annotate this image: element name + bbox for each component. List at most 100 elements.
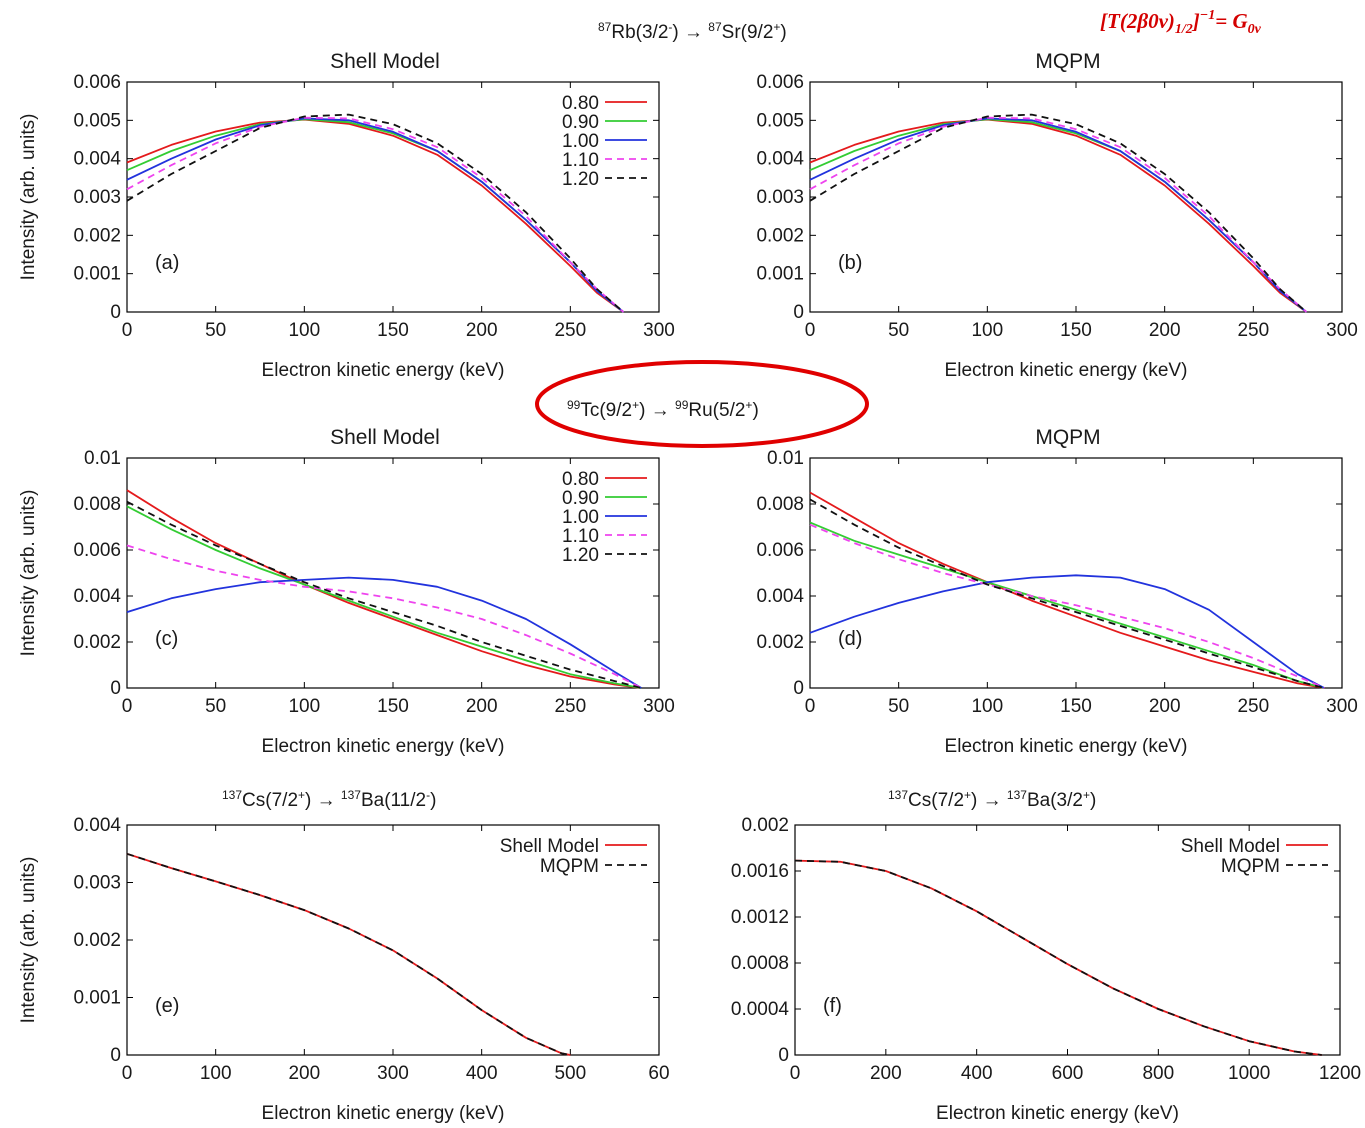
x-tick-label: 400	[466, 1063, 498, 1084]
series-line-0-90	[126, 118, 625, 313]
series-line-0-80	[126, 118, 625, 313]
y-tick-label: 0.001	[73, 264, 121, 285]
y-tick-label: 0.003	[73, 187, 121, 208]
x-tick-label: 200	[466, 696, 498, 717]
x-tick-label: 200	[466, 320, 498, 341]
legend-label: 0.80	[562, 469, 599, 490]
y-tick-label: 0	[110, 302, 121, 323]
series-line-0-90	[126, 505, 642, 689]
header-equation: [T(2β0ν)1/2]−1= G0ν	[1100, 8, 1262, 37]
y-tick-label: 0.0012	[731, 907, 789, 928]
y-tick-label: 0	[110, 1045, 121, 1066]
legend-label: 1.00	[562, 507, 599, 528]
x-tick-label: 200	[870, 1063, 902, 1084]
series-line-1-20	[809, 498, 1325, 689]
y-axis-label: Intensity (arb. units)	[18, 114, 39, 281]
panel-label: (c)	[155, 628, 178, 650]
panel-label: (b)	[838, 252, 862, 274]
transition-label-tc-ru: 99Tc(9/2+) → 99Ru(5/2+)	[567, 398, 759, 421]
plot-frame	[809, 81, 1343, 313]
x-tick-label: 0	[790, 1063, 801, 1084]
x-tick-label: 50	[205, 696, 226, 717]
x-tick-label: 50	[888, 696, 909, 717]
y-tick-label: 0.001	[73, 988, 121, 1009]
x-tick-label: 300	[643, 320, 675, 341]
series-line-mqpm	[794, 859, 1322, 1056]
y-tick-label: 0.002	[756, 632, 804, 653]
x-tick-label: 100	[971, 320, 1003, 341]
x-tick-label: 0	[122, 696, 133, 717]
x-axis-label: Electron kinetic energy (keV)	[262, 360, 505, 381]
panel-b: 0 50 100 150 200 250 300 0 0.001 0.002 0.003 0.004 0…	[756, 50, 1357, 381]
y-tick-label: 0.004	[73, 149, 121, 170]
chart-title: MQPM	[1035, 50, 1100, 73]
legend-label: 0.80	[562, 93, 599, 114]
x-tick-label: 100	[288, 696, 320, 717]
panel-f: 0 200 400 600 800 1000 1200 0 0.0004 0.0008 0.0012…	[731, 815, 1361, 1124]
y-axis-label: Intensity (arb. units)	[18, 857, 39, 1024]
y-tick-label: 0.0008	[731, 953, 789, 974]
series-line-1-00	[809, 117, 1308, 313]
x-tick-label: 1200	[1319, 1063, 1361, 1084]
y-tick-label: 0.003	[73, 873, 121, 894]
legend-label: 0.90	[562, 488, 599, 509]
chart-title: Shell Model	[330, 426, 440, 449]
series-line-0-90	[809, 118, 1308, 313]
x-tick-label: 500	[554, 1063, 586, 1084]
x-tick-label: 300	[1326, 696, 1358, 717]
y-tick-label: 0	[778, 1045, 789, 1066]
x-tick-label: 150	[1060, 320, 1092, 341]
series-line-1-10	[126, 544, 642, 689]
y-tick-label: 0.008	[73, 494, 121, 515]
y-tick-label: 0.006	[756, 540, 804, 561]
y-tick-label: 0.002	[73, 632, 121, 653]
series-line-0-80	[126, 489, 642, 689]
x-tick-label: 800	[1142, 1063, 1174, 1084]
plot-frame	[794, 824, 1341, 1056]
y-tick-label: 0	[793, 302, 804, 323]
y-axis-label: Intensity (arb. units)	[18, 490, 39, 657]
panel-d: 0 50 100 150 200 250 300 0 0.002 0.004 0.006 0.008 0…	[756, 426, 1357, 757]
series-line-mqpm	[126, 852, 571, 1056]
transition-label-cs-ba-3: 137Cs(7/2+) → 137Ba(3/2+)	[888, 788, 1096, 811]
y-tick-label: 0.004	[756, 149, 804, 170]
x-tick-label: 100	[288, 320, 320, 341]
x-tick-label: 150	[1060, 696, 1092, 717]
x-tick-label: 0	[122, 1063, 133, 1084]
x-tick-label: 50	[888, 320, 909, 341]
series-line-shell-model	[126, 852, 571, 1056]
legend-label: MQPM	[1221, 856, 1280, 877]
y-tick-label: 0.006	[73, 540, 121, 561]
legend-label: 1.10	[562, 150, 599, 171]
series-line-1-20	[126, 113, 625, 313]
x-tick-label: 250	[1237, 320, 1269, 341]
legend-label: 1.20	[562, 169, 599, 190]
legend-label: Shell Model	[500, 836, 599, 857]
y-tick-label: 0.004	[756, 586, 804, 607]
series-line-1-10	[809, 523, 1325, 689]
y-tick-label: 0.002	[73, 930, 121, 951]
x-tick-label: 0	[805, 320, 816, 341]
y-tick-label: 0.01	[767, 448, 804, 469]
plot-frame	[126, 81, 660, 313]
x-tick-label: 250	[1237, 696, 1269, 717]
x-tick-label: 150	[377, 696, 409, 717]
y-tick-label: 0.0016	[731, 861, 789, 882]
y-tick-label: 0.005	[756, 110, 804, 131]
x-tick-label: 600	[1052, 1063, 1084, 1084]
chart-title: Shell Model	[330, 50, 440, 73]
series-line-1-20	[809, 113, 1308, 313]
series-line-0-80	[809, 118, 1308, 313]
series-line-1-00	[126, 576, 642, 689]
y-tick-label: 0.006	[73, 72, 121, 93]
x-tick-label: 1000	[1228, 1063, 1270, 1084]
x-tick-label: 50	[205, 320, 226, 341]
series-line-1-20	[126, 500, 642, 689]
panel-c: 0 50 100 150 200 250 300 0 0.002 0.004 0.006 0.008 0…	[18, 426, 675, 757]
series-line-shell-model	[794, 859, 1322, 1056]
x-tick-label: 60	[648, 1063, 669, 1084]
x-axis-label: Electron kinetic energy (keV)	[936, 1103, 1179, 1124]
series-line-1-10	[126, 116, 625, 313]
panel-label: (f)	[823, 995, 842, 1017]
